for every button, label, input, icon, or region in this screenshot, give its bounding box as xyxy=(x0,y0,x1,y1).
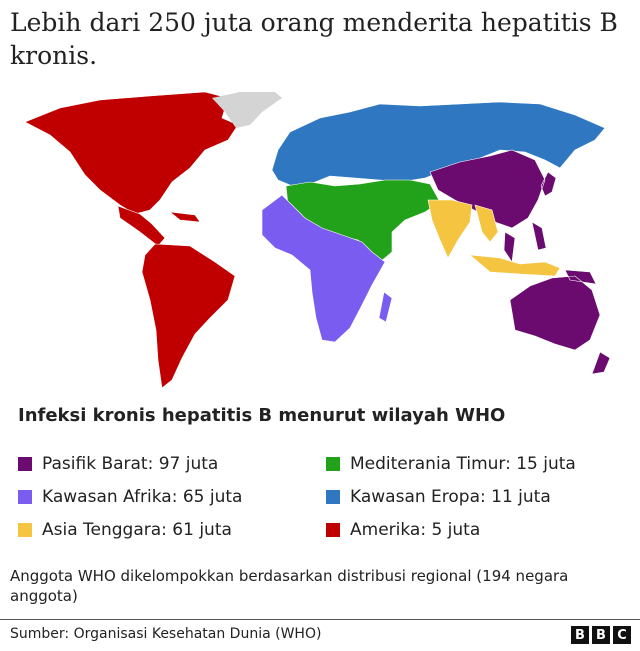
legend-item-south-east-asia: Asia Tenggara: 61 juta xyxy=(18,513,242,546)
region-africa xyxy=(261,194,393,343)
region-americas-south xyxy=(141,243,236,389)
legend-swatch xyxy=(18,522,32,537)
legend-label: Pasifik Barat: 97 juta xyxy=(42,453,219,474)
world-map xyxy=(24,91,611,389)
legend-swatch xyxy=(18,489,32,504)
logo-letter: B xyxy=(592,626,610,644)
legend-swatch xyxy=(326,489,340,504)
legend-label: Asia Tenggara: 61 juta xyxy=(42,519,232,540)
legend-item-western-pacific: Pasifik Barat: 97 juta xyxy=(18,447,242,480)
headline: Lebih dari 250 juta orang menderita hepa… xyxy=(10,8,618,70)
region-europe xyxy=(271,101,606,187)
legend-label: Kawasan Afrika: 65 juta xyxy=(42,486,243,507)
legend-item-eastern-mediterranean: Mediterania Timur: 15 juta xyxy=(326,447,576,480)
legend-item-americas: Amerika: 5 juta xyxy=(326,513,576,546)
legend-label: Kawasan Eropa: 11 juta xyxy=(350,486,551,507)
legend-swatch xyxy=(326,456,340,471)
bbc-logo: B B C xyxy=(571,626,631,644)
legend-column-right: Mediterania Timur: 15 juta Kawasan Eropa… xyxy=(326,447,576,546)
region-americas-north xyxy=(24,91,239,215)
legend-title: Infeksi kronis hepatitis B menurut wilay… xyxy=(18,405,506,426)
legend-column-left: Pasifik Barat: 97 juta Kawasan Afrika: 6… xyxy=(18,447,242,546)
legend-item-europe: Kawasan Eropa: 11 juta xyxy=(326,480,576,513)
logo-letter: C xyxy=(613,626,631,644)
region-western-pacific xyxy=(429,149,611,375)
legend-swatch xyxy=(18,456,32,471)
legend-label: Mediterania Timur: 15 juta xyxy=(350,453,576,474)
footnote: Anggota WHO dikelompokkan berdasarkan di… xyxy=(10,567,569,605)
legend-item-africa: Kawasan Afrika: 65 juta xyxy=(18,480,242,513)
region-americas-central xyxy=(117,205,201,247)
divider xyxy=(0,619,640,620)
region-greenland-non-member xyxy=(212,92,282,128)
source-text: Sumber: Organisasi Kesehatan Dunia (WHO) xyxy=(10,626,322,642)
legend-swatch xyxy=(326,522,340,537)
logo-letter: B xyxy=(571,626,589,644)
region-south-east-asia xyxy=(427,199,561,277)
legend-label: Amerika: 5 juta xyxy=(350,519,481,540)
